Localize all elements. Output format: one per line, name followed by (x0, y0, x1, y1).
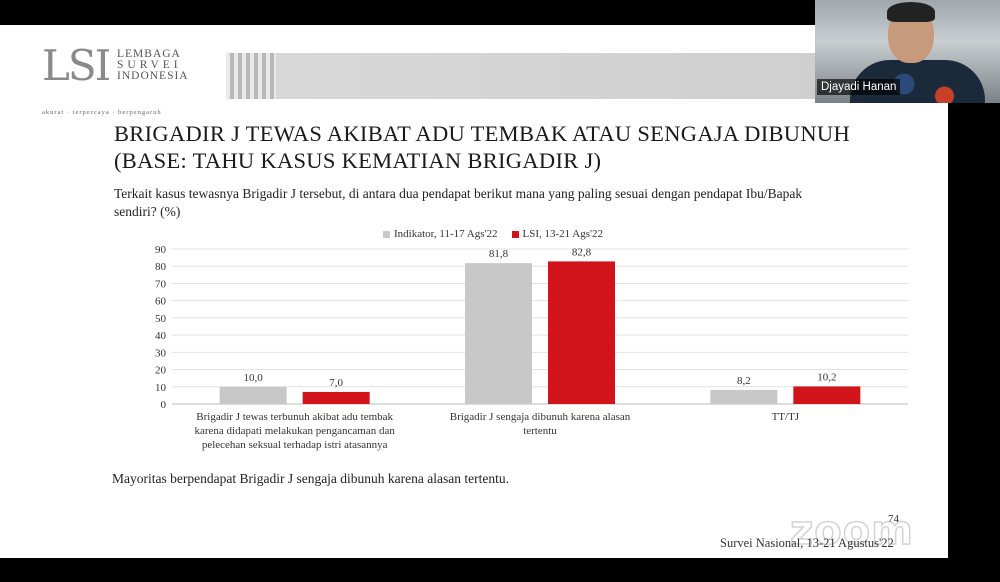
y-tick-label: 10 (155, 382, 167, 394)
header-bar (226, 53, 826, 99)
x-category-label-line: Brigadir J sengaja dibunuh karena alasan (450, 411, 631, 423)
y-tick-label: 50 (155, 313, 167, 325)
legend-item-lsi: LSI, 13-21 Ags'22 (511, 228, 604, 240)
participant-hair (887, 2, 935, 22)
data-label: 10,2 (817, 371, 836, 383)
x-category-label-line: tertentu (523, 425, 557, 437)
data-label: 81,8 (489, 248, 509, 260)
data-label: 8,2 (737, 375, 751, 387)
y-tick-label: 0 (161, 399, 167, 411)
zoom-watermark: zoom (789, 507, 914, 555)
legend-label: Indikator, 11-17 Ags'22 (394, 228, 498, 240)
legend-swatch-gray (383, 230, 390, 238)
chart-note: Mayoritas berpendapat Brigadir J sengaja… (112, 471, 509, 486)
y-tick-label: 40 (155, 330, 167, 342)
slide-title: BRIGADIR J TEWAS AKIBAT ADU TEMBAK ATAU … (114, 121, 851, 173)
page-number: 74 (888, 513, 899, 525)
chart-legend: Indikator, 11-17 Ags'22 LSI, 13-21 Ags'2… (383, 228, 603, 240)
lsi-logo: LSI LEMBAGA SURVEI INDONESIA akurat · te… (42, 41, 202, 117)
legend-swatch-red (511, 230, 519, 238)
y-tick-label: 60 (155, 296, 167, 308)
bar-chart: 0 10 20 30 40 50 60 70 80 90 10,0 7,0 Brigadir J tew… (155, 244, 908, 451)
participant-video[interactable]: Djayadi Hanan (815, 0, 1000, 103)
x-category-label: Brigadir J sengaja dibunuh karena alasan… (450, 411, 631, 437)
right-strip (948, 103, 1000, 582)
legend-label: LSI, 13-21 Ags'22 (522, 228, 604, 240)
data-label: 82,8 (572, 246, 592, 258)
participant-name: Djayadi Hanan (817, 79, 901, 95)
bar (219, 386, 287, 404)
y-tick-label: 20 (155, 365, 167, 377)
data-label: 7,0 (329, 377, 343, 389)
presentation-slide: LSI LEMBAGA SURVEI INDONESIA akurat · te… (0, 25, 948, 558)
bar (793, 386, 861, 404)
x-category-label-line: karena didapati melakukan pengancaman da… (194, 425, 395, 437)
logo-mark: LSI (42, 41, 111, 90)
data-label: 10,0 (244, 372, 264, 384)
logo-text: LEMBAGA SURVEI INDONESIA (117, 48, 189, 82)
header-stripes (226, 53, 276, 99)
x-category-label-line: Brigadir J tewas terbunuh akibat adu tem… (196, 411, 393, 423)
bar (710, 389, 778, 404)
y-tick-label: 30 (155, 347, 167, 359)
y-tick-label: 80 (155, 261, 167, 273)
bar (465, 263, 532, 404)
bar (548, 261, 615, 404)
bar (302, 391, 370, 404)
x-category-label: TT/TJ (772, 411, 800, 423)
x-category-label-line: TT/TJ (772, 411, 800, 423)
x-category-label-line: pelecehan seksual terhadap istri atasann… (202, 439, 388, 451)
logo-tagline: akurat · terpercaya · berpengaruh (42, 109, 162, 116)
y-tick-label: 90 (155, 244, 167, 256)
survey-question: Terkait kasus tewasnya Brigadir J terseb… (114, 186, 803, 219)
legend-item-indikator: Indikator, 11-17 Ags'22 (383, 228, 498, 240)
survey-label: Survei Nasional, 13-21 Agustus'22 (720, 536, 894, 550)
y-tick-label: 70 (155, 278, 167, 290)
x-category-label: Brigadir J tewas terbunuh akibat adu tem… (194, 411, 395, 451)
